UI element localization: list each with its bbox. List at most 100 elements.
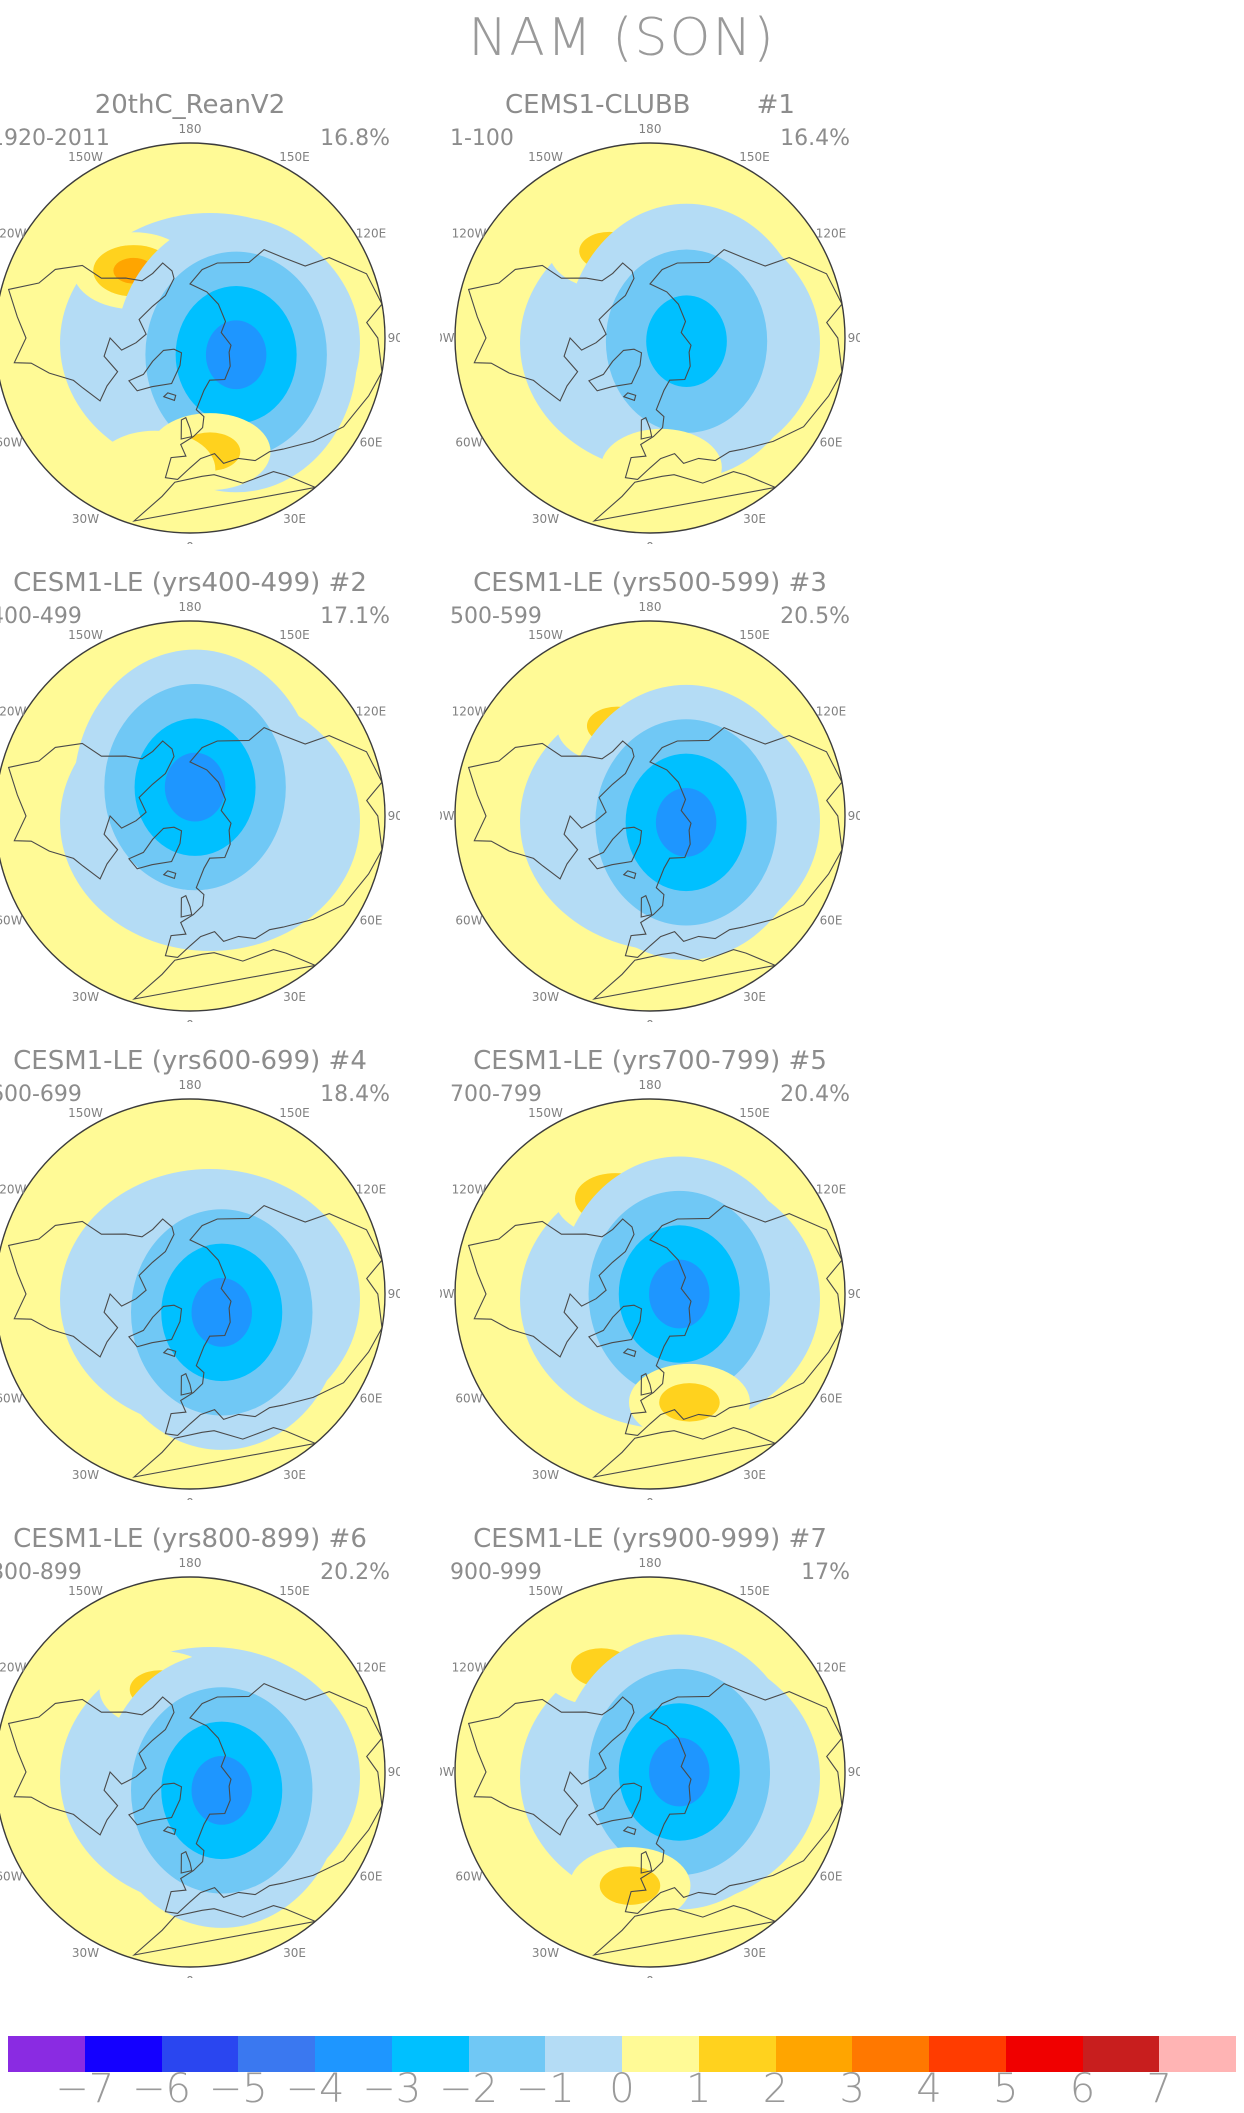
longitude-label: 120W: [452, 1661, 487, 1675]
longitude-label: 60W: [0, 1870, 23, 1884]
coastline: [592, 1905, 778, 1956]
figure-title: NAM (SON): [468, 8, 776, 68]
longitude-label: 150E: [739, 1584, 770, 1598]
coastline: [164, 248, 383, 480]
panel-years: 800-899: [0, 1560, 82, 1585]
longitude-label: 120W: [452, 227, 487, 241]
longitude-label: 30W: [72, 512, 99, 526]
map-border: [0, 1576, 386, 1968]
colorbar-tick-label: −2: [439, 2066, 498, 2112]
longitude-label: 150E: [279, 1106, 310, 1120]
coastline: [128, 1304, 183, 1348]
longitude-label: 60W: [455, 436, 482, 450]
longitude-label: 150W: [68, 150, 103, 164]
colorbar-tick-label: 6: [1069, 2066, 1096, 2112]
longitude-label: 60E: [820, 436, 843, 450]
longitude-label: 150E: [739, 150, 770, 164]
longitude-label: 150E: [279, 628, 310, 642]
colorbar-cell: [545, 2036, 622, 2072]
map-field: [455, 1577, 845, 1967]
coastline: [162, 1348, 177, 1358]
longitude-label: 0: [646, 1018, 654, 1022]
anomaly-contour: [164, 752, 226, 822]
panel-variance-percent: 16.4%: [780, 126, 850, 151]
longitude-label: 30E: [283, 1946, 306, 1960]
map-field: [0, 1099, 385, 1489]
longitude-label: 30E: [743, 512, 766, 526]
longitude-label: 120W: [0, 705, 27, 719]
polar-map: 180150E120E90E60E30E030W60W90W120W150W: [440, 602, 860, 1022]
map-border: [0, 142, 386, 534]
longitude-label: 90E: [848, 331, 860, 345]
panel-variance-percent: 20.5%: [780, 604, 850, 629]
map-field: [455, 1099, 845, 1489]
longitude-label: 150E: [279, 1584, 310, 1598]
longitude-label: 120W: [0, 1183, 27, 1197]
longitude-label: 120E: [816, 1661, 847, 1675]
coastline: [588, 826, 643, 870]
coastline: [624, 1682, 843, 1914]
coastline: [132, 949, 318, 1000]
colorbar-tick-label: −5: [208, 2066, 268, 2112]
polar-map: 180150E120E90E60E30E030W60W90W120W150W: [440, 1558, 860, 1978]
panel-years: 600-699: [0, 1082, 82, 1107]
longitude-label: 90E: [388, 1765, 400, 1779]
longitude-label: 120E: [816, 227, 847, 241]
longitude-label: 30W: [532, 1946, 559, 1960]
coastline: [7, 262, 175, 402]
longitude-label: 30E: [283, 1468, 306, 1482]
coastline: [588, 1782, 643, 1826]
colorbar-cell: [852, 2036, 929, 2072]
coastline: [588, 1304, 643, 1348]
map-border: [0, 620, 386, 1012]
longitude-label: 60W: [0, 436, 23, 450]
longitude-label: 120W: [0, 1661, 27, 1675]
longitude-label: 60W: [0, 914, 23, 928]
coastline: [128, 826, 183, 870]
colorbar-cell: [8, 2036, 85, 2072]
map-border: [0, 1098, 386, 1490]
anomaly-contour: [205, 320, 267, 390]
longitude-label: 90E: [848, 809, 860, 823]
coastline: [180, 1372, 193, 1396]
longitude-label: 150W: [528, 1106, 563, 1120]
map-border: [454, 1576, 846, 1968]
colorbar-cell: [622, 2036, 699, 2072]
longitude-label: 120E: [356, 705, 387, 719]
map-panel: CEMS1-CLUBB #1 1-100 16.4% 180 150E 120E 90E 60…: [440, 90, 860, 550]
coastline: [622, 1826, 637, 1836]
polar-map: 180150E120E90E60E30E030W60W90W120W150W: [440, 1080, 860, 1500]
coastline: [588, 348, 643, 392]
longitude-label: 180: [179, 602, 202, 614]
longitude-label: 90W: [440, 809, 455, 823]
coastline: [624, 1204, 843, 1436]
coastline: [640, 1850, 653, 1874]
longitude-label: 0: [646, 1974, 654, 1978]
coastline: [467, 1696, 635, 1836]
coastline: [624, 726, 843, 958]
map-panel: CESM1-LE (yrs600-699) #4 600-699 18.4% 180 1…: [0, 1046, 400, 1506]
map-border: [454, 1098, 846, 1490]
longitude-label: 120E: [356, 227, 387, 241]
coastline: [622, 1348, 637, 1358]
map-panel: CESM1-LE (yrs800-899) #6 800-899 20.2% 180 1…: [0, 1524, 400, 1984]
longitude-label: 0: [186, 540, 194, 544]
anomaly-contour: [649, 1737, 710, 1807]
panel-title: CESM1-LE (yrs700-799) #5: [473, 1046, 827, 1076]
colorbar-tick-label: −3: [362, 2066, 422, 2112]
polar-map: 180150E120E90E60E30E030W60W90W120W150W: [0, 1080, 400, 1500]
panel-years: 1-100: [450, 126, 514, 151]
longitude-label: 120W: [452, 1183, 487, 1197]
longitude-label: 180: [639, 602, 662, 614]
colorbar-tick-label: 0: [609, 2066, 635, 2112]
coastline: [162, 870, 177, 880]
longitude-label: 120W: [0, 227, 27, 241]
longitude-label: 180: [179, 124, 202, 136]
longitude-label: 150W: [68, 628, 103, 642]
longitude-label: 150W: [528, 1584, 563, 1598]
longitude-label: 0: [646, 1496, 654, 1500]
panel-title: CESM1-LE (yrs400-499) #2: [13, 568, 367, 598]
anomaly-contour: [94, 430, 216, 508]
colorbar-cell: [238, 2036, 315, 2072]
longitude-label: 90E: [388, 331, 400, 345]
